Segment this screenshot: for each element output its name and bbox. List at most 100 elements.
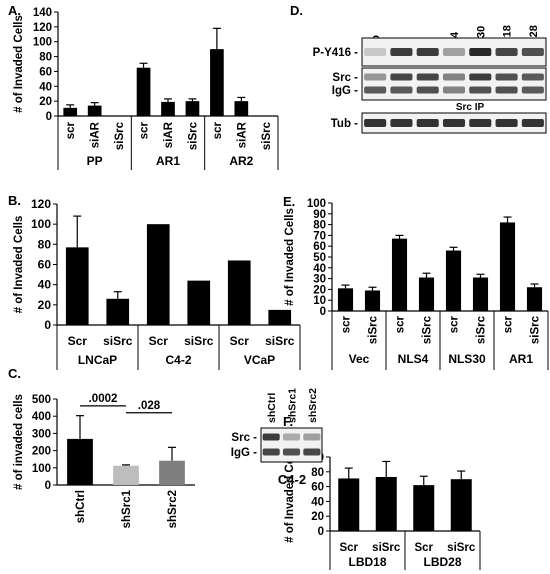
x-tick-label: scr — [139, 121, 151, 139]
x-tick-label: siSrc — [476, 315, 488, 344]
blot-band — [416, 48, 439, 56]
x-tick-label: scr — [449, 315, 461, 333]
y-tick-label: 500 — [32, 394, 51, 406]
group-label: NLS4 — [398, 352, 429, 366]
y-tick-label: 0 — [318, 526, 324, 538]
y-tick-label: 20 — [39, 96, 52, 108]
group-label: Vec — [349, 352, 370, 366]
lane-label: shSrc2 — [307, 388, 319, 423]
x-tick-label: siSrc — [187, 121, 199, 150]
bar — [472, 277, 489, 311]
bar — [185, 101, 200, 116]
y-tick-label: 400 — [32, 411, 51, 423]
blot-band — [495, 73, 518, 81]
lane-label: shCtrl — [266, 393, 278, 423]
chart-panel-c: C. 0 100 200 300 400 500 # of invaded cells shCt… — [8, 366, 195, 528]
bar — [87, 105, 102, 116]
x-tick-label: siSrc — [114, 121, 126, 150]
y-tick-label: 120 — [31, 197, 51, 211]
blot-band — [282, 433, 301, 441]
blot-row-label: Src - — [231, 432, 257, 444]
x-tick-label: siAR — [163, 121, 175, 148]
x-tick-label: siSrc — [372, 542, 401, 554]
x-tick-label: Scr — [68, 334, 88, 348]
group-label: LBD18 — [348, 555, 386, 569]
x-tick-label: siSrc — [184, 334, 214, 348]
x-tick-label: siSrc — [103, 334, 133, 348]
bar — [161, 101, 175, 116]
x-tick-label: scr — [212, 121, 224, 139]
x-tick-label: Scr — [149, 334, 169, 348]
y-tick-label: 40 — [311, 496, 324, 508]
x-tick-label: siSrc — [447, 542, 476, 554]
bar — [67, 438, 93, 485]
y-tick-label: 70 — [313, 230, 326, 242]
x-tick-label: scr — [503, 315, 515, 333]
bar — [337, 288, 354, 311]
bar — [210, 49, 224, 117]
y-axis-label: # of Invaded Cells — [13, 216, 25, 314]
y-tick-label: 20 — [313, 284, 326, 296]
bar — [338, 478, 360, 531]
x-tick-label: siSrc — [422, 315, 434, 344]
x-tick-label: siSrc — [261, 121, 273, 150]
y-tick-label: 100 — [307, 198, 326, 210]
x-tick-label: Scr — [414, 542, 433, 554]
blot-band — [390, 73, 413, 81]
lane-label: shSrc1 — [287, 388, 299, 423]
group-label: LNCaP — [78, 353, 117, 367]
blot-row-label: P-Y416 - — [313, 47, 359, 59]
blot-band — [442, 48, 466, 56]
y-tick-label: 20 — [38, 298, 52, 312]
blot-band — [495, 48, 518, 56]
blot-band — [442, 119, 466, 127]
group-label: PP — [87, 154, 103, 168]
x-tick-label: siAR — [236, 121, 248, 148]
y-axis-label: # of invaded cells — [13, 394, 25, 490]
blot-row-label: IgG - — [231, 447, 257, 459]
bar — [499, 222, 516, 311]
blot-band — [390, 48, 413, 56]
blot-band — [495, 119, 518, 127]
blot-membrane — [260, 427, 323, 463]
bar — [234, 101, 249, 116]
bar — [136, 67, 151, 116]
blot-caption: C4-2 — [278, 472, 306, 487]
y-tick-label: 50 — [313, 252, 326, 264]
blot-band — [416, 73, 439, 81]
blot-band — [469, 86, 492, 94]
y-tick-label: 0 — [320, 306, 326, 318]
bar — [450, 479, 472, 531]
blot-caption: Src IP — [456, 102, 485, 113]
y-axis-label: # of Invaded Cells — [284, 445, 296, 543]
panel-letter: F. — [283, 414, 293, 429]
bar — [364, 290, 381, 311]
chart-panel-b: B. 0 20 40 60 80 100 120 # of Invaded Cells Scr si… — [8, 193, 301, 370]
x-tick-label: scr — [341, 315, 353, 333]
panel-letter: E. — [283, 194, 295, 209]
blot-band — [282, 448, 301, 456]
western-blot-c: shCtrl shSrc1 shSrc2 Src - IgG - C4-2 — [231, 388, 323, 487]
y-axis-label: # of Invaded Cells — [13, 15, 25, 113]
x-tick-label: siSrc — [265, 334, 295, 348]
blot-band — [262, 448, 280, 456]
blot-band — [416, 119, 439, 127]
panel-letter: D. — [290, 3, 303, 18]
blot-membrane — [361, 67, 547, 101]
bar — [391, 238, 408, 311]
y-tick-label: 80 — [313, 220, 326, 232]
y-tick-label: 200 — [32, 446, 51, 458]
blot-band — [364, 48, 387, 56]
group-label: AR1 — [509, 352, 533, 366]
y-tick-label: 10 — [313, 295, 326, 307]
y-tick-label: 120 — [33, 22, 52, 34]
blot-row-label: IgG - — [332, 85, 358, 97]
bar — [375, 476, 397, 531]
blot-band — [521, 119, 544, 127]
blot-band — [364, 73, 387, 81]
blot-band — [416, 86, 439, 94]
bar — [63, 107, 78, 116]
x-tick-label: siAR — [90, 121, 102, 148]
chart-panel-a: A. 0 20 40 60 80 100 120 140 # of Invaded Cells sc… — [8, 3, 279, 170]
